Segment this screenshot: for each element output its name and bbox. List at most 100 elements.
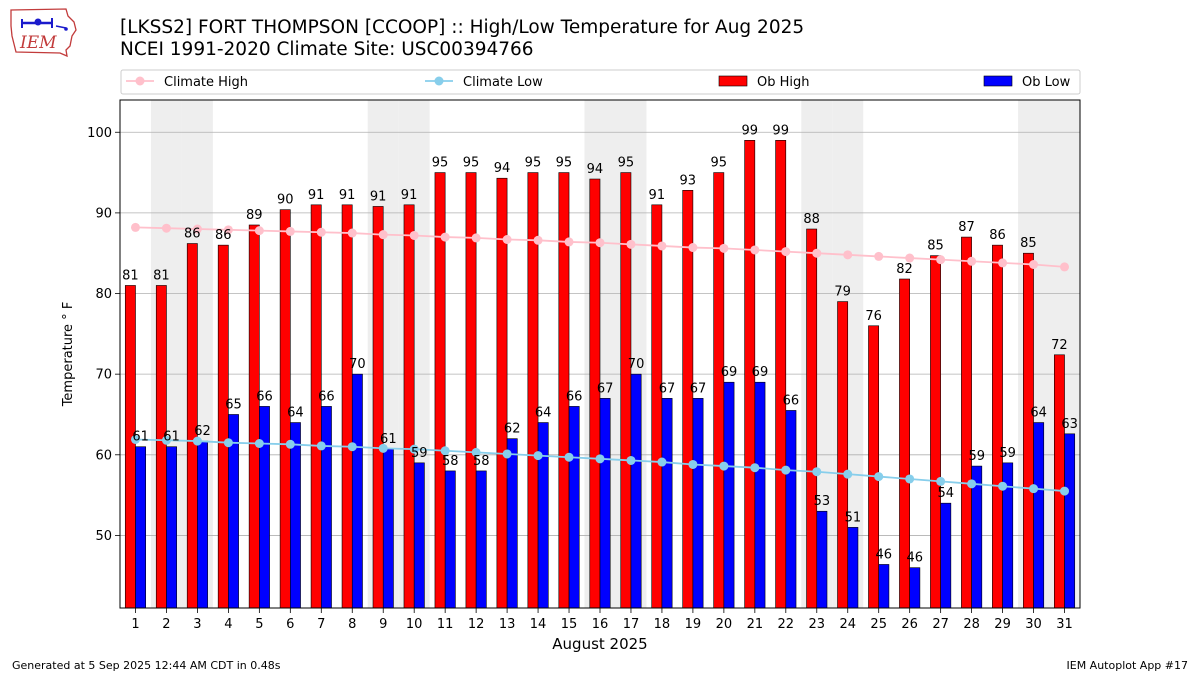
x-tick-label-23: 23 xyxy=(809,617,826,632)
climate-high-point xyxy=(285,226,295,236)
y-tick-label-100: 100 xyxy=(87,126,112,141)
title-line-2: NCEI 1991-2020 Climate Site: USC00394766 xyxy=(120,39,534,60)
ob-high-label: 95 xyxy=(710,156,727,171)
ob-low-label: 64 xyxy=(1030,406,1047,421)
ob-high-bar xyxy=(713,172,725,609)
ob-low-bar xyxy=(259,406,270,609)
x-tick-label-4: 4 xyxy=(224,617,232,632)
legend-climate-high-label: Climate High xyxy=(164,75,248,90)
ob-high-label: 87 xyxy=(958,220,975,235)
ob-high-bar xyxy=(992,244,1003,609)
ob-low-label: 46 xyxy=(876,547,893,562)
ob-high-bar xyxy=(248,224,260,609)
climate-low-point xyxy=(223,438,233,448)
ob-low-bar xyxy=(475,470,487,609)
ob-low-bar xyxy=(847,527,859,609)
title-line-1: [LKSS2] FORT THOMPSON [CCOOP] :: High/Lo… xyxy=(120,17,805,38)
ob-low-label: 66 xyxy=(783,393,800,408)
climate-low-point xyxy=(750,463,760,473)
legend-climate-high: Climate High xyxy=(126,75,248,90)
chart-title: [LKSS2] FORT THOMPSON [CCOOP] :: High/Lo… xyxy=(120,17,804,61)
ob-high-label: 91 xyxy=(370,189,387,204)
ob-low-bar xyxy=(320,406,332,609)
climate-high-point xyxy=(843,250,853,260)
x-tick-label-18: 18 xyxy=(654,617,671,632)
climate-high-point xyxy=(471,233,481,243)
ob-high-label: 93 xyxy=(680,173,697,188)
ob-low-bar xyxy=(692,398,704,609)
ob-high-bar xyxy=(868,325,880,609)
x-tick-label-9: 9 xyxy=(379,617,387,632)
ob-low-bar xyxy=(290,422,301,609)
x-tick-label-21: 21 xyxy=(747,617,764,632)
x-tick-label-22: 22 xyxy=(778,617,795,632)
x-tick-label-24: 24 xyxy=(839,617,856,632)
climate-low-point xyxy=(1029,484,1039,494)
ob-high-label: 91 xyxy=(308,188,325,203)
ob-low-bar xyxy=(506,438,518,609)
climate-low-point xyxy=(130,434,140,444)
ob-low-label: 53 xyxy=(814,494,831,509)
climate-high-point xyxy=(905,253,915,263)
climate-high-point xyxy=(192,224,202,234)
y-tick-label-50: 50 xyxy=(95,529,112,544)
climate-low-point xyxy=(719,461,729,471)
x-tick-label-19: 19 xyxy=(685,617,702,632)
ob-high-label: 94 xyxy=(494,161,511,176)
ob-high-label: 89 xyxy=(246,208,263,223)
ob-high-bar xyxy=(930,255,941,609)
x-tick-label-10: 10 xyxy=(406,617,423,632)
iem-logo: IEM xyxy=(10,8,77,58)
ob-high-bar xyxy=(1023,252,1034,609)
ob-low-bar xyxy=(661,398,673,609)
climate-high-point xyxy=(533,235,543,245)
ob-low-label: 59 xyxy=(968,449,985,464)
ob-low-bar xyxy=(135,446,147,609)
ob-high-bar xyxy=(651,204,663,609)
ob-low-bar xyxy=(166,446,177,609)
ob-low-label: 64 xyxy=(535,406,552,421)
ob-high-bar xyxy=(155,285,167,609)
ob-low-label: 65 xyxy=(225,397,242,412)
climate-high-point xyxy=(564,237,574,247)
ob-low-label: 64 xyxy=(287,406,304,421)
climate-high-point xyxy=(750,245,760,255)
legend-ob-high-label: Ob High xyxy=(757,75,810,90)
y-tick-label-70: 70 xyxy=(95,368,112,383)
x-tick-label-20: 20 xyxy=(716,617,733,632)
climate-low-point xyxy=(254,439,264,449)
climate-low-point xyxy=(1060,486,1070,496)
x-tick-label-7: 7 xyxy=(317,617,325,632)
legend-climate-low: Climate Low xyxy=(425,75,543,90)
ob-low-bar xyxy=(754,381,766,609)
ob-high-bar xyxy=(682,190,694,609)
ob-high-label: 95 xyxy=(556,156,573,171)
ob-low-label: 67 xyxy=(690,381,707,396)
y-tick-label-80: 80 xyxy=(95,287,112,302)
x-tick-label-29: 29 xyxy=(994,617,1011,632)
ob-low-bar xyxy=(382,448,394,609)
climate-high-point xyxy=(1060,262,1070,272)
ob-high-label: 85 xyxy=(927,239,944,254)
ob-high-label: 86 xyxy=(215,228,232,243)
x-tick-label-11: 11 xyxy=(437,617,454,632)
ob-high-bar xyxy=(124,285,136,609)
climate-high-point xyxy=(595,238,605,248)
ob-low-bar xyxy=(940,502,952,609)
climate-low-point xyxy=(936,476,946,486)
climate-low-point xyxy=(347,442,357,452)
climate-high-point xyxy=(967,256,977,266)
ob-high-bar xyxy=(341,204,353,609)
x-tick-label-3: 3 xyxy=(193,617,201,632)
ob-high-label: 76 xyxy=(865,309,882,324)
x-tick-label-1: 1 xyxy=(131,617,139,632)
ob-low-label: 67 xyxy=(597,381,614,396)
ob-high-label: 81 xyxy=(153,268,170,283)
ob-high-bar xyxy=(403,204,415,609)
ob-high-bar xyxy=(806,228,818,609)
climate-low-point xyxy=(440,446,450,456)
climate-high-point xyxy=(812,248,822,258)
ob-low-bar xyxy=(1033,422,1045,609)
ob-high-label: 95 xyxy=(618,156,635,171)
ob-low-bar xyxy=(444,470,456,609)
